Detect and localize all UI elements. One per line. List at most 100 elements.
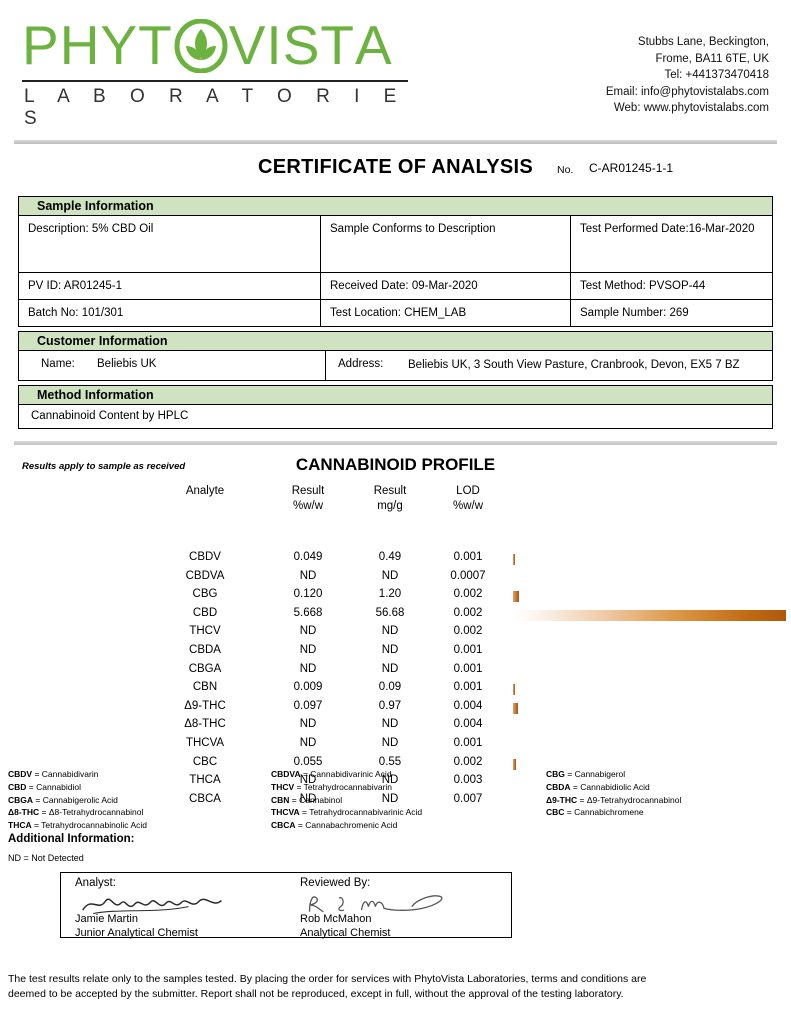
result-mgg: ND bbox=[381, 718, 399, 731]
abbreviation-item: CBN = Cannabinol bbox=[271, 794, 343, 805]
customer-information-heading: Customer Information bbox=[19, 332, 772, 351]
cert-no-value: C-AR01245-1-1 bbox=[589, 161, 674, 175]
result-mgg: 0.55 bbox=[378, 755, 402, 768]
abbreviation-item: CBGA = Cannabigerolic Acid bbox=[8, 794, 118, 805]
analyte-name: CBC bbox=[192, 755, 218, 768]
abbreviation-legend: CBDV = Cannabidivarin CBD = Cannabidiol CB… bbox=[0, 768, 791, 832]
customer-address-cell: Address: Beliebis UK, 3 South View Pastu… bbox=[325, 351, 772, 380]
analyte-name: CBD bbox=[192, 606, 218, 619]
analyte-row: Δ8-THC ND ND 0.004 bbox=[0, 718, 791, 737]
sample-description: Description: 5% CBD Oil bbox=[19, 216, 321, 272]
lod-value: 0.001 bbox=[453, 662, 483, 675]
customer-information-table: Customer Information Name: Beliebis UK A… bbox=[18, 331, 773, 381]
result-percent: 0.009 bbox=[293, 681, 323, 694]
logo-letter-t2: T bbox=[320, 14, 355, 76]
table-row: Name: Beliebis UK Address: Beliebis UK, … bbox=[19, 351, 772, 380]
result-mgg: ND bbox=[381, 643, 399, 656]
analyte-name: CBGA bbox=[188, 662, 222, 675]
analyte-name: CBCA bbox=[189, 792, 221, 805]
result-percent: ND bbox=[299, 736, 317, 749]
contact-address-line1: Stubbs Lane, Beckington, bbox=[637, 36, 769, 48]
analyte-name: THCVA bbox=[185, 736, 225, 749]
analyte-row: CBGA ND ND 0.001 bbox=[0, 663, 791, 682]
abbreviation-item: Δ9-THC = Δ9-Tetrahydrocannabinol bbox=[546, 794, 682, 805]
analyst-label: Analyst: bbox=[75, 877, 116, 889]
reviewer-signature-cell: Reviewed By: Rob McMahon Analytical Chem… bbox=[286, 873, 511, 939]
contact-block: Stubbs Lane, Beckington, Frome, BA11 6TE… bbox=[606, 18, 769, 117]
result-bar bbox=[513, 702, 518, 714]
nd-note: ND = Not Detected bbox=[8, 853, 84, 863]
abbreviation-item: CBC = Cannabichromene bbox=[546, 807, 644, 818]
title-row: CERTIFICATE OF ANALYSIS No. C-AR01245-1-… bbox=[0, 156, 791, 190]
lod-value: 0.002 bbox=[453, 755, 483, 768]
abbreviation-column-3: CBG = Cannabigerol CBDA = Cannabidiolic A… bbox=[546, 768, 786, 832]
logo-letter-s: S bbox=[282, 14, 321, 76]
batch-no: Batch No: 101/301 bbox=[19, 300, 321, 326]
table-row: Description: 5% CBD Oil Sample Conforms … bbox=[19, 216, 772, 272]
analyte-name: CBDA bbox=[189, 643, 221, 656]
analyte-name: CBDV bbox=[189, 551, 221, 563]
customer-address-label: Address: bbox=[338, 358, 384, 370]
result-percent: ND bbox=[299, 569, 317, 582]
customer-address-value: Beliebis UK, 3 South View Pasture, Cranb… bbox=[408, 359, 740, 371]
brand-subtitle: L A B O R A T O R I E S bbox=[24, 86, 406, 129]
cannabinoid-profile: Results apply to sample as received CANN… bbox=[0, 455, 791, 815]
abbreviation-item: CBD = Cannabidiol bbox=[8, 781, 82, 792]
leaf-icon bbox=[174, 18, 228, 73]
analyte-row: CBD 5.668 56.68 0.002 bbox=[0, 607, 791, 626]
abbreviation-item: THCVA = Tetrahydrocannabivarinic Acid bbox=[271, 807, 423, 818]
result-percent: ND bbox=[299, 774, 317, 787]
analyte-row: CBDA ND ND 0.001 bbox=[0, 644, 791, 663]
lod-value: 0.002 bbox=[453, 606, 483, 619]
results-apply-note: Results apply to sample as received bbox=[22, 461, 186, 472]
result-mgg: ND bbox=[381, 662, 399, 675]
logo-letter-t: T bbox=[138, 14, 173, 76]
analyst-signature-cell: Analyst: Jamie Martin Junior Analytical … bbox=[61, 873, 286, 939]
result-mgg: ND bbox=[381, 569, 399, 582]
test-method: Test Method: PVSOP-44 bbox=[580, 280, 706, 292]
test-performed-date: Test Performed Date:16-Mar-2020 bbox=[580, 223, 755, 235]
contact-address-line2: Frome, BA11 6TE, UK bbox=[655, 52, 769, 65]
page-header: P H Y T V I S T A L A B bbox=[0, 0, 791, 130]
result-mgg: ND bbox=[381, 736, 399, 749]
analyte-row: CBDV 0.049 0.49 0.001 bbox=[0, 551, 791, 570]
profile-title: CANNABINOID PROFILE bbox=[295, 455, 496, 474]
logo-letter-a: A bbox=[354, 14, 393, 76]
result-percent: ND bbox=[299, 643, 317, 656]
additional-information-heading: Additional Information: bbox=[8, 833, 135, 845]
analyte-name: Δ9-THC bbox=[184, 699, 226, 712]
result-percent: 0.097 bbox=[293, 699, 323, 712]
logo-letter-h: H bbox=[59, 14, 101, 76]
page-title: CERTIFICATE OF ANALYSIS bbox=[257, 156, 534, 178]
analyst-role: Junior Analytical Chemist bbox=[75, 927, 198, 939]
result-mgg: 0.49 bbox=[378, 551, 402, 563]
analyte-name: Δ8-THC bbox=[184, 718, 226, 731]
lod-value: 0.001 bbox=[453, 736, 483, 749]
analyte-row: CBC 0.055 0.55 0.002 bbox=[0, 756, 791, 775]
lod-value: 0.004 bbox=[453, 718, 483, 731]
result-percent: ND bbox=[299, 625, 317, 638]
abbreviation-item: CBCA = Cannabachromenic Acid bbox=[271, 820, 398, 831]
analyte-name: THCA bbox=[189, 774, 221, 787]
footer-disclaimer: The test results relate only to the samp… bbox=[8, 973, 647, 1000]
reviewer-label: Reviewed By: bbox=[300, 877, 371, 889]
abbreviation-item: Δ8-THC = Δ8-Tetrahydrocannabinol bbox=[8, 807, 144, 818]
lod-value: 0.003 bbox=[453, 774, 483, 787]
result-bar bbox=[513, 591, 519, 603]
received-date: Received Date: 09-Mar-2020 bbox=[321, 273, 571, 299]
abbreviation-item: CBDA = Cannabidiolic Acid bbox=[546, 781, 650, 792]
column-header-result-pct: Result %w/w bbox=[291, 485, 325, 512]
pv-id: PV ID: AR01245-1 bbox=[19, 273, 321, 299]
result-percent: 5.668 bbox=[293, 606, 323, 619]
reviewer-signature-icon bbox=[308, 895, 443, 913]
analyte-row: THCVA ND ND 0.001 bbox=[0, 737, 791, 756]
sample-number: Sample Number: 269 bbox=[580, 307, 689, 319]
analyte-name: THCV bbox=[189, 625, 221, 638]
abbreviation-item: CBG = Cannabigerol bbox=[546, 769, 626, 779]
lod-value: 0.001 bbox=[453, 681, 483, 694]
result-mgg: ND bbox=[381, 625, 399, 638]
test-location: Test Location: CHEM_LAB bbox=[321, 300, 571, 326]
column-header-analyte: Analyte bbox=[185, 485, 225, 497]
abbreviation-column-2: CBDVA = Cannabidivarinic Acid THCV = Tetr… bbox=[271, 768, 546, 832]
result-mgg: 56.68 bbox=[375, 606, 405, 619]
